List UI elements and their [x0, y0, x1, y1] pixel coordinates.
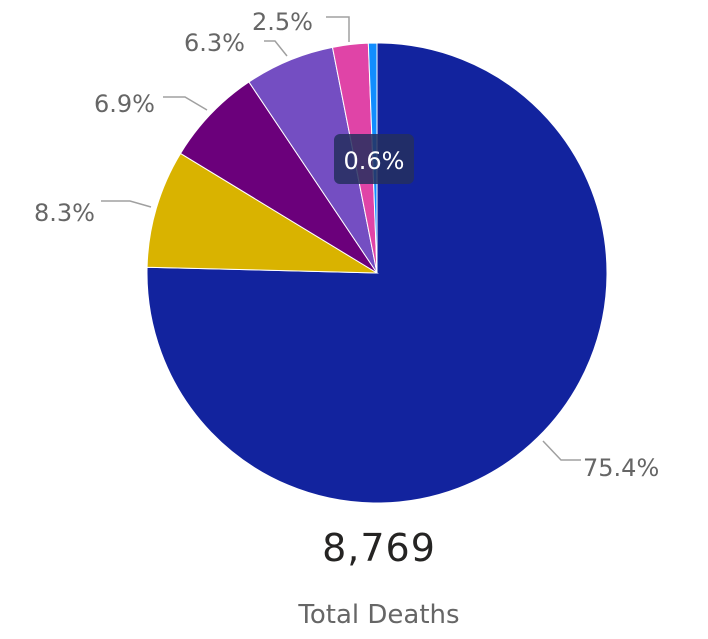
leader-line — [163, 96, 208, 111]
slice-tooltip: 0.6% — [334, 134, 414, 184]
leader-line — [326, 16, 350, 42]
leader-line — [101, 200, 152, 208]
pie-labels: 75.4% 8.3% 6.9% 6.3%2.5% — [34, 8, 659, 482]
total-deaths-label: Total Deaths — [298, 600, 460, 630]
total-deaths-value: 8,769 — [322, 526, 436, 570]
pie-slice[interactable] — [146, 152, 379, 274]
leader-line — [542, 440, 581, 461]
slice-percent-label: 6.9% — [94, 90, 155, 118]
slice-percent-label: 8.3% — [34, 199, 95, 227]
slice-percent-label: 6.3% — [184, 29, 245, 57]
leader-line — [264, 40, 288, 57]
tooltip-percent-label: 0.6% — [344, 147, 405, 175]
slice-percent-label: 75.4% — [583, 454, 659, 482]
slice-percent-label: 2.5% — [252, 8, 313, 36]
tooltip-box — [334, 134, 414, 184]
pie-slices — [146, 42, 608, 504]
